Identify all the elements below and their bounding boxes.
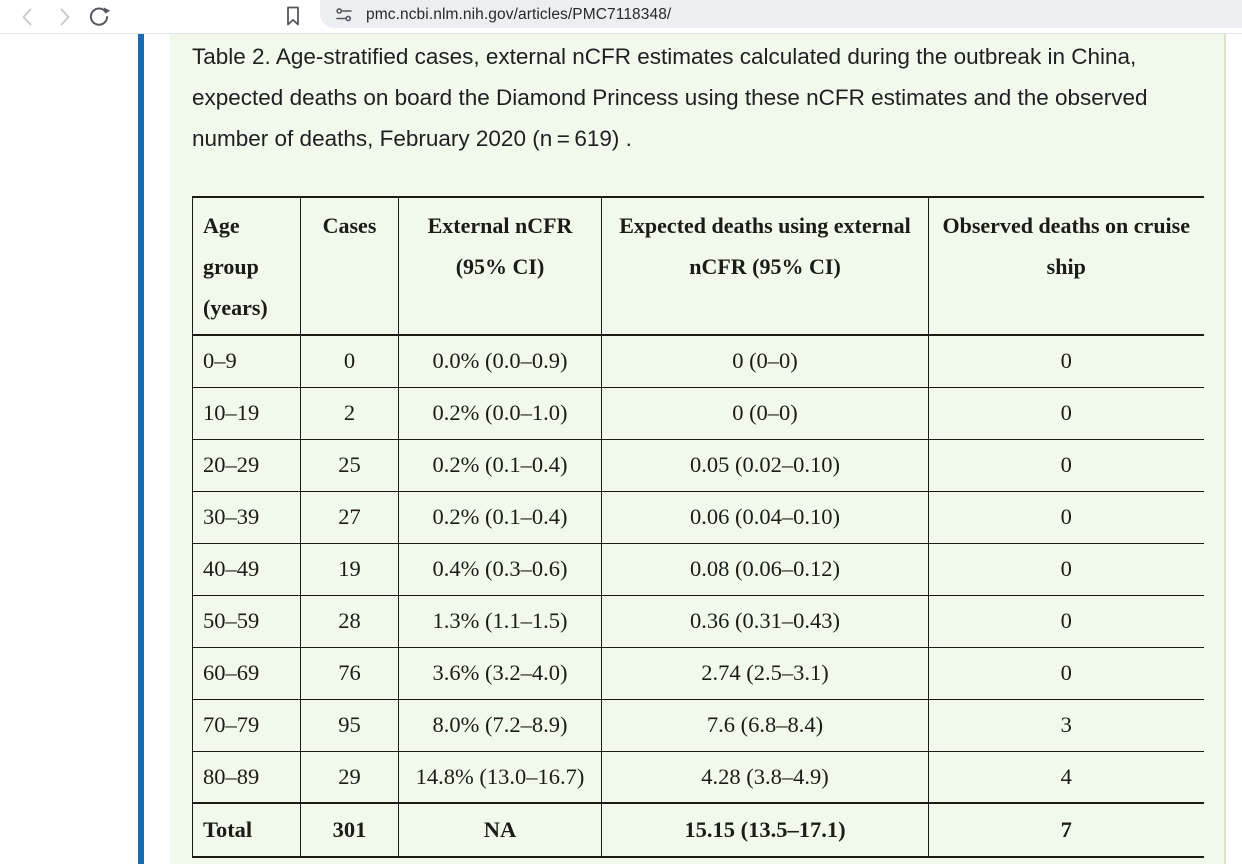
- table-row: 70–79 95 8.0% (7.2–8.9) 7.6 (6.8–8.4) 3: [192, 699, 1204, 752]
- table-row: 20–29 25 0.2% (0.1–0.4) 0.05 (0.02–0.10) 0: [192, 439, 1204, 492]
- table-cell: 0.06 (0.04–0.10): [601, 491, 929, 544]
- table-cell: 0: [300, 335, 399, 388]
- table-cell: 95: [300, 699, 399, 752]
- url-text: pmc.ncbi.nlm.nih.gov/articles/PMC7118348…: [366, 6, 672, 23]
- table-cell: 14.8% (13.0–16.7): [398, 751, 602, 804]
- table-row: 50–59 28 1.3% (1.1–1.5) 0.36 (0.31–0.43) 0: [192, 595, 1204, 648]
- address-bar[interactable]: pmc.ncbi.nlm.nih.gov/articles/PMC7118348…: [320, 0, 1242, 28]
- table-cell: 8.0% (7.2–8.9): [398, 699, 602, 752]
- page-content: Table 2. Age-stratified cases, external …: [0, 34, 1242, 864]
- table-cell: 76: [300, 647, 399, 700]
- table-cell: 0 (0–0): [601, 387, 929, 440]
- forward-arrow-icon[interactable]: [52, 5, 76, 29]
- table-cell: 0: [928, 387, 1204, 440]
- table-total-row: Total 301 NA 15.15 (13.5–17.1) 7: [192, 802, 1204, 858]
- table-cell: 20–29: [192, 439, 301, 492]
- bookmark-icon[interactable]: [281, 4, 305, 28]
- header-cases: Cases: [300, 196, 399, 336]
- table-cell: 60–69: [192, 647, 301, 700]
- table-row: 80–89 29 14.8% (13.0–16.7) 4.28 (3.8–4.9) 4: [192, 751, 1204, 804]
- table-cell: 50–59: [192, 595, 301, 648]
- header-expected-deaths: Expected deaths using external nCFR (95%…: [601, 196, 929, 336]
- table-cell: 0: [928, 543, 1204, 596]
- site-settings-sliders-icon[interactable]: [335, 6, 353, 24]
- table-row: 10–19 2 0.2% (0.0–1.0) 0 (0–0) 0: [192, 387, 1204, 440]
- table-cell: 40–49: [192, 543, 301, 596]
- table-cell: 0: [928, 335, 1204, 388]
- table-panel: Table 2. Age-stratified cases, external …: [170, 34, 1226, 864]
- table-cell: 0: [928, 595, 1204, 648]
- table-cell: 4.28 (3.8–4.9): [601, 751, 929, 804]
- reload-icon[interactable]: [87, 5, 111, 29]
- table-cell: 70–79: [192, 699, 301, 752]
- table-cell: 0.08 (0.06–0.12): [601, 543, 929, 596]
- table-row: 40–49 19 0.4% (0.3–0.6) 0.08 (0.06–0.12) 0: [192, 543, 1204, 596]
- table-cell: 30–39: [192, 491, 301, 544]
- table-cell: 29: [300, 751, 399, 804]
- table-cell: 27: [300, 491, 399, 544]
- table-cell: 2: [300, 387, 399, 440]
- table-cell: 7: [928, 802, 1204, 858]
- table-cell: 0 (0–0): [601, 335, 929, 388]
- table-row: 0–9 0 0.0% (0.0–0.9) 0 (0–0) 0: [192, 335, 1204, 388]
- table-cell: 0.2% (0.1–0.4): [398, 439, 602, 492]
- header-age-group: Age group (years): [192, 196, 301, 336]
- table-caption: Table 2. Age-stratified cases, external …: [192, 44, 1148, 151]
- table-cell: 0: [928, 491, 1204, 544]
- table-row: 60–69 76 3.6% (3.2–4.0) 2.74 (2.5–3.1) 0: [192, 647, 1204, 700]
- table-cell: 2.74 (2.5–3.1): [601, 647, 929, 700]
- table-cell: 0: [928, 439, 1204, 492]
- table-cell: 0.0% (0.0–0.9): [398, 335, 602, 388]
- table-header-row: Age group (years) Cases External nCFR (9…: [192, 196, 1204, 336]
- table-cell: 0.05 (0.02–0.10): [601, 439, 929, 492]
- table-cell: 0.2% (0.0–1.0): [398, 387, 602, 440]
- table-cell: 0.36 (0.31–0.43): [601, 595, 929, 648]
- table-cell: NA: [398, 802, 602, 858]
- table-body: 0–9 0 0.0% (0.0–0.9) 0 (0–0) 0 10–19 2 0.2% (0.…: [192, 335, 1204, 858]
- table-cell: 19: [300, 543, 399, 596]
- table-cell: 0.2% (0.1–0.4): [398, 491, 602, 544]
- header-external-ncfr: External nCFR (95% CI): [398, 196, 602, 336]
- table-cell: 0–9: [192, 335, 301, 388]
- browser-toolbar: pmc.ncbi.nlm.nih.gov/articles/PMC7118348…: [0, 0, 1242, 34]
- table-cell: 3: [928, 699, 1204, 752]
- table-cell: 1.3% (1.1–1.5): [398, 595, 602, 648]
- table-cell: 301: [300, 802, 399, 858]
- table-cell: Total: [192, 802, 301, 858]
- table-cell: 3.6% (3.2–4.0): [398, 647, 602, 700]
- table-cell: 15.15 (13.5–17.1): [601, 802, 929, 858]
- vertical-accent-bar: [138, 34, 144, 864]
- table-row: 30–39 27 0.2% (0.1–0.4) 0.06 (0.04–0.10) 0: [192, 491, 1204, 544]
- table-cell: 7.6 (6.8–8.4): [601, 699, 929, 752]
- table-cell: 25: [300, 439, 399, 492]
- table-cell: 0.4% (0.3–0.6): [398, 543, 602, 596]
- table-cell: 28: [300, 595, 399, 648]
- table-cell: 10–19: [192, 387, 301, 440]
- table-cell: 80–89: [192, 751, 301, 804]
- header-observed-deaths: Observed deaths on cruise ship: [928, 196, 1204, 336]
- table-cell: 0: [928, 647, 1204, 700]
- data-table: Age group (years) Cases External nCFR (9…: [192, 196, 1204, 858]
- back-arrow-icon[interactable]: [16, 5, 40, 29]
- table-cell: 4: [928, 751, 1204, 804]
